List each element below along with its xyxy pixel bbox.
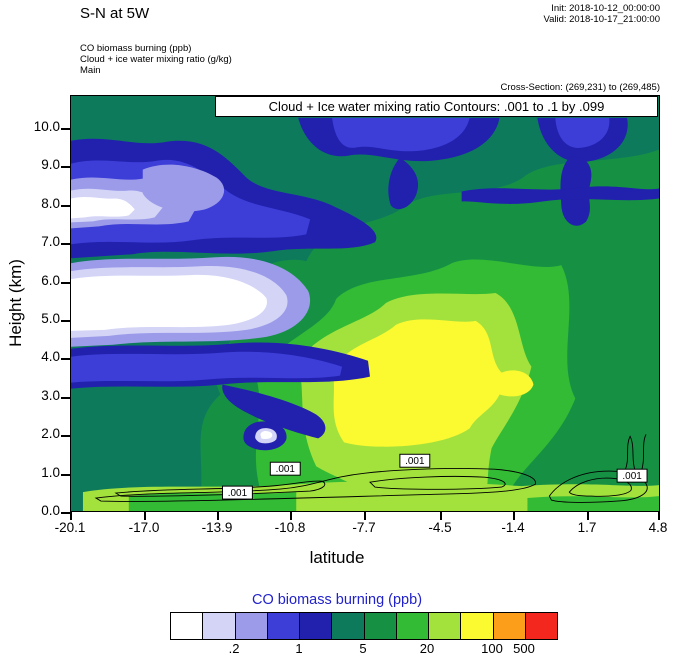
valid-time: Valid: 2018-10-17_21:00:00 bbox=[543, 14, 660, 25]
contour-label-boxes: .001 .001 .001 .001 bbox=[221, 453, 648, 500]
contour-field: .001 .001 .001 .001 bbox=[71, 96, 659, 511]
x-tick bbox=[290, 512, 292, 520]
x-tick bbox=[364, 512, 366, 520]
x-tick-label: -20.1 bbox=[54, 520, 86, 535]
cloud-ice-contours bbox=[94, 434, 648, 503]
field-green-bottom-left bbox=[128, 492, 297, 511]
grid-label: Main bbox=[80, 65, 101, 76]
field-green-bottom-right bbox=[527, 496, 659, 511]
x-tick-label: 4.8 bbox=[648, 520, 668, 535]
x-tick-label: -1.4 bbox=[501, 520, 525, 535]
colorbar-cell bbox=[234, 613, 267, 639]
y-tick-label: 7.0 bbox=[41, 234, 60, 249]
field-darkblue-diagonal bbox=[222, 384, 326, 439]
y-tick-label: 2.0 bbox=[41, 426, 60, 441]
colorbar-cell bbox=[202, 613, 235, 639]
colorbar-cell bbox=[492, 613, 525, 639]
colorbar-tick-label: 1 bbox=[295, 641, 303, 656]
x-tick bbox=[658, 512, 660, 520]
y-tick bbox=[61, 358, 70, 360]
y-tick bbox=[61, 512, 70, 514]
x-tick-label: -7.7 bbox=[352, 520, 376, 535]
y-tick-label: 1.0 bbox=[41, 465, 60, 480]
field-blue-top-right bbox=[555, 117, 610, 148]
svg-text:.001: .001 bbox=[405, 456, 425, 467]
colorbar-cell bbox=[299, 613, 332, 639]
contour-label: .001 bbox=[399, 453, 431, 468]
y-tick bbox=[61, 243, 70, 245]
colorbar-cell bbox=[428, 613, 461, 639]
svg-text:.001: .001 bbox=[622, 471, 642, 482]
contour-label: .001 bbox=[221, 485, 253, 500]
fill-field-label: CO biomass burning (ppb) bbox=[80, 43, 192, 54]
colorbar-cell bbox=[171, 613, 203, 639]
field-darkblue-tongue bbox=[388, 157, 419, 210]
run-times: Init: 2018-10-12_00:00:00 Valid: 2018-10… bbox=[543, 3, 660, 25]
x-tick-label: -13.9 bbox=[201, 520, 233, 535]
y-tick-label: 8.0 bbox=[41, 196, 60, 211]
x-tick-label: -4.5 bbox=[428, 520, 452, 535]
field-white-upper-left bbox=[71, 196, 135, 219]
y-tick bbox=[61, 205, 70, 207]
plot-area: .001 .001 .001 .001 Cloud + Ice water mi… bbox=[70, 95, 660, 512]
x-tick bbox=[70, 512, 72, 520]
contour-label: .001 bbox=[616, 468, 648, 483]
colorbar-title: CO biomass burning (ppb) bbox=[251, 592, 423, 608]
y-tick-label: 5.0 bbox=[41, 311, 60, 326]
x-tick-label: 1.7 bbox=[577, 520, 597, 535]
x-axis-title: latitude bbox=[309, 548, 365, 567]
y-tick bbox=[61, 397, 70, 399]
x-tick bbox=[217, 512, 219, 520]
field-violet-corner-patch bbox=[142, 164, 225, 212]
colorbar-tick-labels: .2 1 5 20 100 500 bbox=[170, 641, 556, 657]
field-yellow-plume bbox=[332, 319, 534, 447]
y-tick bbox=[61, 128, 70, 130]
y-tick bbox=[61, 282, 70, 284]
x-tick bbox=[440, 512, 442, 520]
y-tick bbox=[61, 166, 70, 168]
x-tick-label: -17.0 bbox=[128, 520, 160, 535]
x-tick bbox=[513, 512, 515, 520]
cross-section-label: Cross-Section: (269,231) to (269,485) bbox=[500, 82, 660, 93]
y-tick bbox=[61, 320, 70, 322]
x-tick bbox=[587, 512, 589, 520]
field-white-notch bbox=[260, 431, 273, 440]
page-title: S-N at 5W bbox=[80, 5, 150, 22]
contour-label: .001 bbox=[269, 461, 301, 476]
colorbar-cell bbox=[460, 613, 493, 639]
field-darkblue-right-band bbox=[461, 186, 659, 204]
svg-text:.001: .001 bbox=[276, 464, 296, 475]
y-tick-label: 4.0 bbox=[41, 349, 60, 364]
x-tick bbox=[144, 512, 146, 520]
field-blue-band bbox=[71, 351, 343, 383]
y-tick bbox=[61, 435, 70, 437]
contour-info-banner: Cloud + Ice water mixing ratio Contours:… bbox=[215, 96, 658, 117]
y-tick bbox=[61, 474, 70, 476]
colorbar-cell bbox=[363, 613, 396, 639]
colorbar-tick-label: .2 bbox=[228, 641, 240, 656]
colorbar-cell bbox=[266, 613, 299, 639]
colorbar-tick-label: 500 bbox=[513, 641, 535, 656]
y-tick-label: 10.0 bbox=[33, 119, 60, 134]
colorbar-tick-label: 100 bbox=[481, 641, 503, 656]
colorbar-cell bbox=[395, 613, 428, 639]
svg-text:.001: .001 bbox=[228, 488, 248, 499]
y-tick-label: 6.0 bbox=[41, 273, 60, 288]
y-tick-label: 3.0 bbox=[41, 388, 60, 403]
colorbar-cell bbox=[524, 613, 557, 639]
colorbar-tick-label: 20 bbox=[419, 641, 435, 656]
colorbar-tick-label: 5 bbox=[359, 641, 367, 656]
colorbar-cell bbox=[331, 613, 364, 639]
init-time: Init: 2018-10-12_00:00:00 bbox=[551, 3, 660, 14]
contour-field-label: Cloud + ice water mixing ratio (g/kg) bbox=[80, 54, 232, 65]
y-tick-label: 0.0 bbox=[41, 503, 60, 518]
field-list: CO biomass burning (ppb) Cloud + ice wat… bbox=[80, 43, 232, 76]
field-blue-top-center bbox=[332, 117, 470, 152]
x-tick-label: -10.8 bbox=[274, 520, 306, 535]
y-tick-label: 9.0 bbox=[41, 157, 60, 172]
field-white-midleft bbox=[71, 274, 268, 331]
colorbar bbox=[170, 612, 558, 640]
